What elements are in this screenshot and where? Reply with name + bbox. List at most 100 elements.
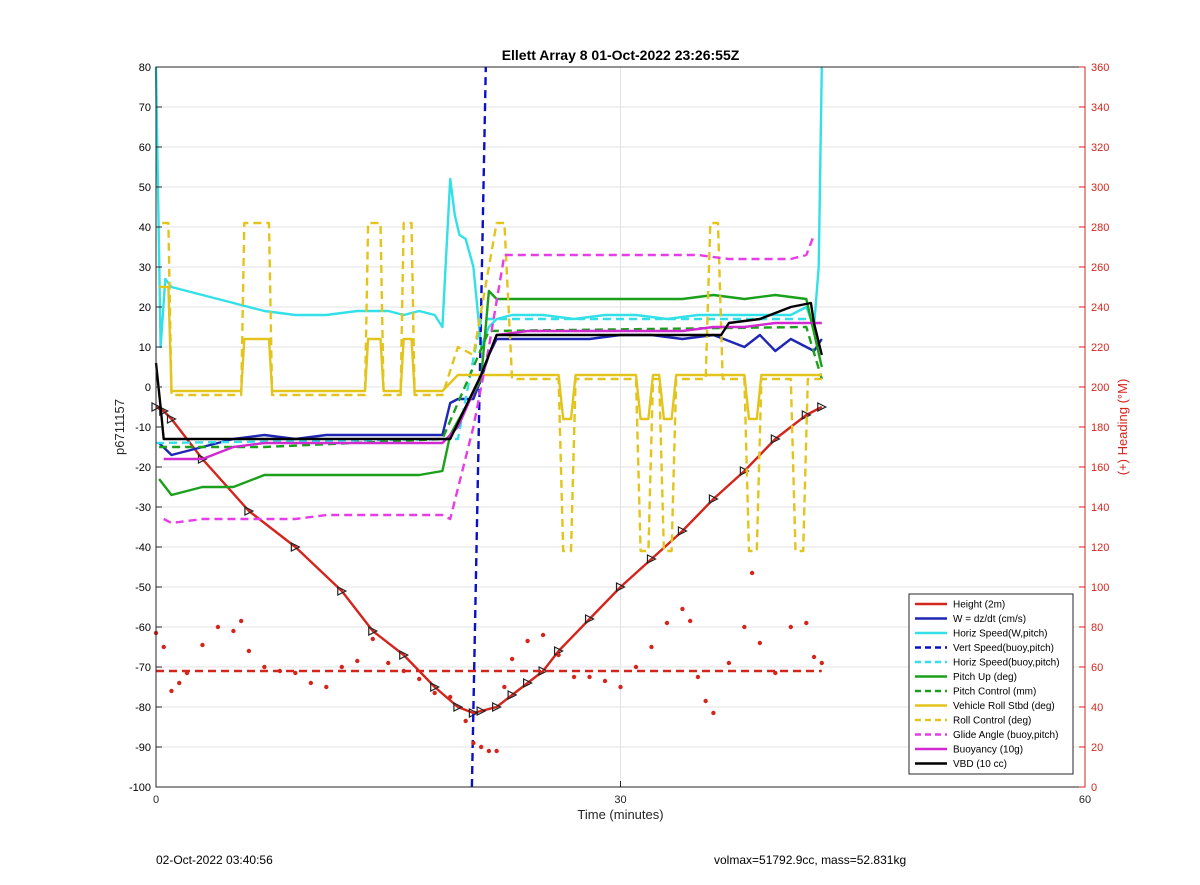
x-axis-label: Time (minutes) <box>577 807 663 822</box>
heading-point <box>587 674 592 680</box>
legend-label: W = dz/dt (cm/s) <box>953 614 1026 625</box>
height-marker <box>453 702 464 712</box>
height-markers <box>151 402 828 718</box>
legend-label: Buoyancy (10g) <box>953 745 1023 756</box>
y-tick-label: -90 <box>135 742 151 754</box>
y2-tick-label: 240 <box>1091 302 1109 314</box>
heading-point <box>749 570 755 576</box>
heading-point <box>502 684 507 690</box>
series-line-horiz-speed-buoy-pitch <box>155 317 814 445</box>
y-tick-label: -10 <box>135 422 151 434</box>
heading-point <box>540 632 546 638</box>
y2-tick-label: 340 <box>1091 102 1109 114</box>
height-marker <box>584 614 595 624</box>
y-tick-label: -30 <box>135 502 151 514</box>
heading-point <box>695 674 701 680</box>
heading-point <box>618 684 623 690</box>
legend-label: Horiz Speed(W,pitch) <box>953 629 1047 640</box>
height-marker <box>430 682 441 692</box>
height-marker <box>770 434 781 444</box>
heading-point <box>486 748 492 754</box>
heading-point <box>711 710 716 716</box>
y-tick-label: 80 <box>139 62 151 74</box>
chart-title: Ellett Array 8 01-Oct-2022 23:26:55Z <box>502 47 740 63</box>
heading-point <box>726 660 732 666</box>
y2-tick-label: 140 <box>1091 502 1109 514</box>
legend-label: Glide Angle (buoy,pitch) <box>953 730 1058 741</box>
y-tick-label: 10 <box>139 342 151 354</box>
heading-point <box>687 618 693 624</box>
y2-tick-label: 160 <box>1091 462 1109 474</box>
y-tick-label: -40 <box>135 542 151 554</box>
y-axis-label: p6711157 <box>112 399 127 455</box>
legend-label: Pitch Control (mm) <box>953 687 1036 698</box>
legend-label: Vehicle Roll Stbd (deg) <box>953 701 1055 712</box>
y2-tick-label: 80 <box>1091 622 1103 634</box>
height-marker <box>615 582 626 592</box>
heading-point <box>417 676 422 682</box>
height-marker <box>646 554 657 564</box>
series-line-horiz-speed-w-pitch <box>154 66 823 349</box>
height-marker <box>708 494 719 504</box>
legend: Height (2m) W = dz/dt (cm/s) Horiz Speed(W… <box>908 593 1074 775</box>
x-tick-label: 60 <box>1079 794 1091 806</box>
height-marker <box>492 702 502 712</box>
axis-layer: -100-90-80-70-60-50-40-30-20-10010203040… <box>129 62 1109 806</box>
legend-label: VBD (10 cc) <box>953 759 1007 770</box>
legend-label: Roll Control (deg) <box>953 716 1031 727</box>
x-tick-label: 30 <box>614 794 626 806</box>
y2-tick-label: 120 <box>1091 542 1109 554</box>
heading-point <box>238 618 244 624</box>
heading-point <box>742 624 747 630</box>
y-tick-label: -60 <box>135 622 151 634</box>
heading-point <box>757 640 763 646</box>
footer-timestamp: 02-Oct-2022 03:40:56 <box>156 853 273 867</box>
heading-point <box>649 644 654 650</box>
heading-point <box>169 688 174 694</box>
heading-point <box>478 744 484 750</box>
heading-point <box>804 620 809 626</box>
y2-tick-label: 300 <box>1091 182 1109 194</box>
y-tick-label: 40 <box>139 222 151 234</box>
heading-point <box>262 664 267 670</box>
y2-tick-label: 360 <box>1091 62 1109 74</box>
heading-point <box>246 648 252 654</box>
heading-point <box>463 718 468 724</box>
heading-point <box>447 694 453 700</box>
y-tick-label: 70 <box>139 102 151 114</box>
heading-point <box>680 606 685 612</box>
y2-tick-label: 100 <box>1091 582 1109 594</box>
height-marker <box>399 650 410 660</box>
heading-point <box>324 684 329 690</box>
heading-point <box>355 658 360 664</box>
heading-point <box>471 740 476 746</box>
series-line-glide-angle-buoy-pitch <box>163 234 816 525</box>
series-line-height-2m <box>155 405 823 715</box>
height-marker <box>677 526 688 536</box>
y2-axis-label: (+) Heading (°M) <box>1115 379 1130 476</box>
height-marker <box>337 586 348 596</box>
height-marker <box>507 690 518 700</box>
y2-tick-label: 0 <box>1091 782 1097 794</box>
heading-point <box>525 638 530 644</box>
series-line-roll-control-deg <box>162 221 822 553</box>
heading-point <box>571 674 577 680</box>
y2-tick-label: 20 <box>1091 742 1103 754</box>
heading-point <box>703 698 708 704</box>
y-tick-label: 20 <box>139 302 151 314</box>
heading-point <box>633 664 639 670</box>
heading-point <box>308 680 314 686</box>
footer-stats: volmax=51792.9cc, mass=52.831kg <box>714 853 907 867</box>
y-tick-label: -100 <box>129 782 151 794</box>
legend-label: Horiz Speed(buoy,pitch) <box>953 658 1060 669</box>
heading-point <box>494 748 499 754</box>
heading-point <box>386 660 391 666</box>
heading-point <box>200 642 205 648</box>
heading-point <box>556 652 561 658</box>
heading-point <box>293 670 298 676</box>
y2-tick-label: 320 <box>1091 142 1109 154</box>
y-tick-label: -70 <box>135 662 151 674</box>
height-marker <box>368 626 379 636</box>
y2-tick-label: 260 <box>1091 262 1109 274</box>
